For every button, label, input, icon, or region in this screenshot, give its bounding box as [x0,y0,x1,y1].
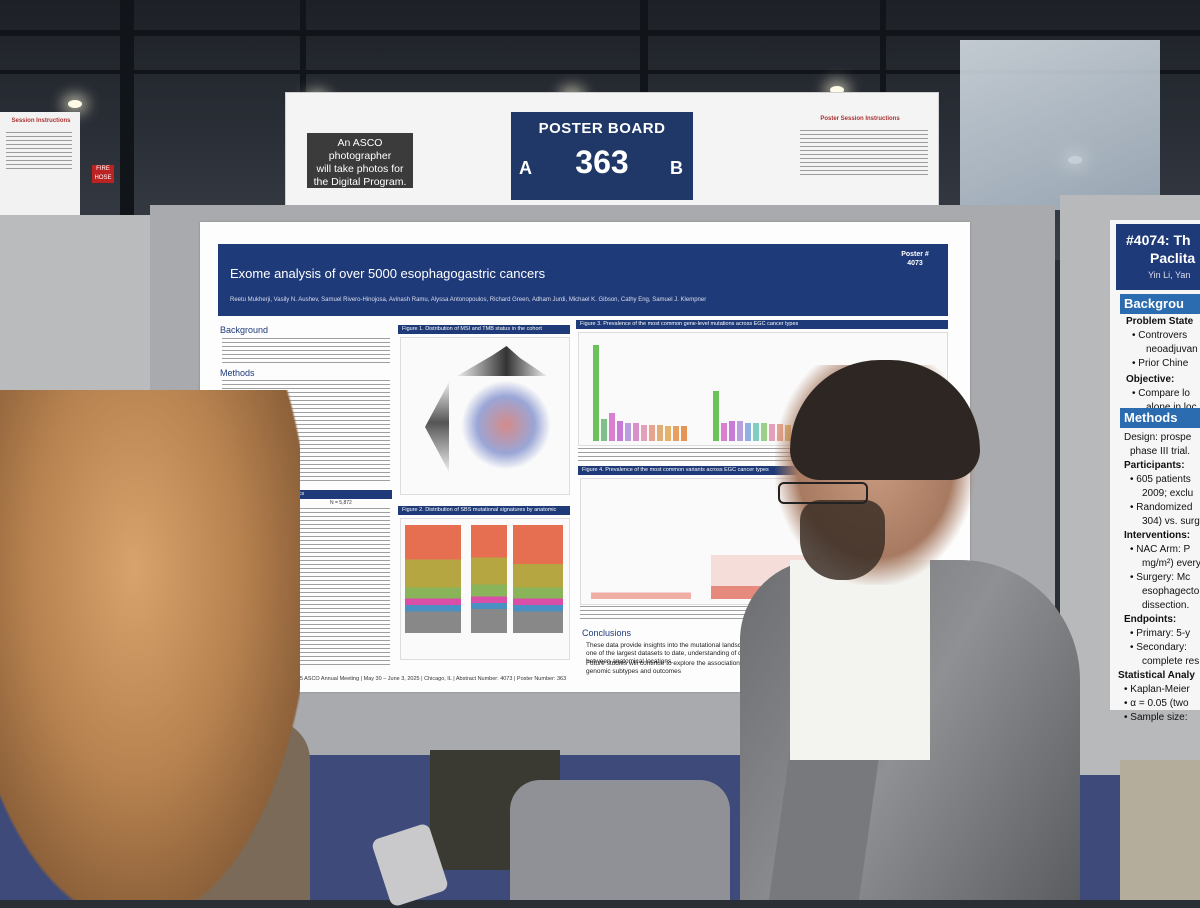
man-shirt [790,560,930,760]
adjacent-methods-heading: Methods [1120,408,1200,428]
poster-board-label: POSTER BOARD [538,120,666,137]
endpoints-line-3: complete res [1142,656,1200,667]
glasses-icon [778,482,868,504]
endpoints-line-2: • Secondary: [1130,642,1187,653]
figure-4-caption: Figure 4. Prevalence of the most common … [578,466,950,475]
poster-title: Exome analysis of over 5000 esophagogast… [230,266,546,281]
problem-line-2: neoadjuvan [1146,344,1198,355]
objective-line-2: alone in loc [1146,402,1197,413]
man-beard [800,500,885,580]
notice-line-3: the Digital Program. [313,176,407,188]
poster-number-label: Poster # [901,251,929,258]
poster-header [218,244,948,316]
session-instructions-title: Poster Session Instructions [820,116,900,122]
photographer-notice: An ASCO photographer will take photos fo… [307,133,413,188]
adjacent-poster-title-line-2: Paclita [1150,250,1196,266]
participants-line-4: 304) vs. surg [1142,516,1200,527]
right-person-legs [1120,760,1200,900]
endpoints-heading: Endpoints: [1124,614,1177,625]
interventions-line-3: • Surgery: Mc [1130,572,1191,583]
poster-footer: Society of Clinical Oncology | 2025 ASCO… [218,676,567,682]
conclusion-point-2: Future studies will continue to explore … [586,660,767,675]
fire-hose-sign: FIRE HOSE [92,165,114,183]
problem-heading: Problem State [1126,316,1194,327]
interventions-heading: Interventions: [1124,530,1191,541]
poster-number-value: 4073 [907,260,923,267]
table-n: N = 5,872 [330,500,352,506]
figure-2-stacked-bars [400,518,570,660]
objective-line-1: • Compare lo [1132,388,1190,399]
objective-heading: Objective: [1126,374,1175,385]
statistics-line-3: • Sample size: [1124,712,1188,723]
poster-board-number: 363 [575,144,629,180]
left-sign-title: Session Instructions [11,118,71,124]
participants-line-2: 2009; exclu [1142,488,1194,499]
interventions-line-4: esophagecto [1142,586,1200,597]
methods-heading: Methods [220,368,255,378]
participants-line-1: • 605 patients [1130,474,1191,485]
adjacent-poster-header [1116,224,1200,290]
interventions-line-1: • NAC Arm: P [1130,544,1191,555]
adjacent-poster-title: #4074: Th [1126,232,1191,248]
notice-line-2: will take photos for [316,163,404,175]
adjacent-poster-authors: Yin Li, Yan [1148,270,1191,280]
interventions-line-2: mg/m²) every [1142,558,1200,569]
problem-line-3: • Prior Chine [1132,358,1189,369]
statistics-line-2: • α = 0.05 (two [1124,698,1189,709]
statistics-heading: Statistical Analy [1118,670,1195,681]
poster-number-box: Poster # 4073 [890,250,940,268]
side-a-label: A [519,158,532,178]
conclusion-point-1: These data provide insights into the mut… [586,642,782,665]
participants-line-3: • Randomized [1130,502,1193,513]
left-poster-board [0,215,150,415]
woman-hair [0,390,300,900]
design-line-2: phase III trial. [1130,446,1191,457]
adjacent-background-heading: Backgrou [1120,294,1200,314]
conclusions-heading: Conclusions [582,628,632,638]
problem-line-1: • Controvers [1132,330,1188,341]
figure-3-caption: Figure 3. Prevalence of the most common … [576,320,948,329]
participants-heading: Participants: [1124,460,1185,471]
notice-line-1: An ASCO photographer [328,137,392,162]
poster-board-number-sign: POSTER BOARD A 363 B [511,112,693,200]
interventions-line-5: dissection. [1142,600,1190,611]
side-b-label: B [670,158,683,178]
poster-authors: Reetu Mukherji, Vasily N. Aushev, Samuel… [230,297,707,303]
figure-1-scatter [400,337,570,495]
statistics-line-1: • Kaplan-Meier [1124,684,1190,695]
endpoints-line-1: • Primary: 5-y [1130,628,1191,639]
design-line: Design: prospe [1124,432,1192,443]
hall-window [960,40,1160,210]
figure-1-caption: Figure 1. Distribution of MSI and TMB st… [398,325,570,334]
figure-2-caption: Figure 2. Distribution of SBS mutational… [398,506,570,522]
chair-back [510,780,730,900]
background-heading: Background [220,325,269,335]
